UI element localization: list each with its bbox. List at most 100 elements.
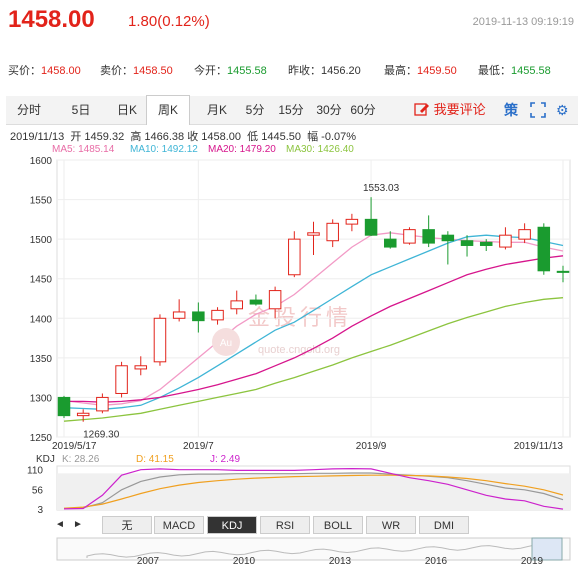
kdj-band xyxy=(57,473,570,510)
edit-icon xyxy=(414,103,429,116)
candle-body xyxy=(134,365,148,370)
tab-15min[interactable]: 15分 xyxy=(278,103,304,117)
navigator-sparkline xyxy=(86,543,561,558)
quote-prev-close: 昨收：1456.20 xyxy=(288,65,361,77)
tab-daily[interactable]: 日K xyxy=(116,103,137,117)
candle-body xyxy=(403,229,416,244)
kdj-label: KDJ xyxy=(36,454,55,465)
tab-60min[interactable]: 60分 xyxy=(350,103,376,117)
tab-5min[interactable]: 5分 xyxy=(245,103,265,117)
candle-body xyxy=(384,238,397,248)
kdj-y-tick-label: 3 xyxy=(37,505,43,516)
candle-body xyxy=(96,396,109,412)
tab-weekly[interactable]: 周K xyxy=(146,95,190,125)
kdj-k-value: K: 28.26 xyxy=(62,454,100,465)
kdj-line-j xyxy=(63,467,564,510)
candle-body xyxy=(288,238,301,276)
comment-label: 我要评论 xyxy=(433,102,486,117)
y-tick-label: 1600 xyxy=(30,156,53,167)
candle-body xyxy=(211,309,224,321)
ohlc-info: 2019/11/13 开 1459.32 高 1466.38 收 1458.00… xyxy=(10,131,357,143)
y-tick-label: 1450 xyxy=(30,275,53,286)
candle-body xyxy=(345,218,359,225)
indicator-tab-wr[interactable]: WR xyxy=(366,516,416,534)
settings-icon[interactable]: ⚙ xyxy=(556,102,569,118)
comment-button[interactable]: 我要评论 xyxy=(414,96,486,124)
kdj-line-k xyxy=(63,472,564,510)
candle-body xyxy=(479,241,493,246)
prev-arrow-button[interactable]: ◄ xyxy=(55,519,65,530)
next-arrow-button[interactable]: ► xyxy=(73,519,83,530)
y-tick-label: 1500 xyxy=(30,235,53,246)
ma10-legend: MA10: 1492.12 xyxy=(130,144,198,155)
candle-body xyxy=(556,270,570,273)
watermark-logo xyxy=(212,328,240,356)
kdj-d-value: D: 41.15 xyxy=(136,454,174,465)
navigator-year-label: 2019 xyxy=(521,556,544,567)
quote-high: 最高：1459.50 xyxy=(384,65,457,77)
tab-5day[interactable]: 5日 xyxy=(71,103,91,117)
navigator-year-label: 2016 xyxy=(425,556,448,567)
y-tick-label: 1400 xyxy=(30,314,53,325)
navigator-year-label: 2010 xyxy=(233,556,256,567)
indicator-tab-rsi[interactable]: RSI xyxy=(260,516,310,534)
indicator-tabs: 无 MACD KDJ RSI BOLL WR DMI xyxy=(52,516,472,534)
header: 1458.00 1.80(0.12%) 2019-11-13 09:19:19 xyxy=(0,0,586,44)
price-annotation: 1553.03 xyxy=(363,183,400,194)
candle-body xyxy=(537,226,551,272)
indicator-tab-kdj[interactable]: KDJ xyxy=(207,516,257,534)
indicator-tab-none[interactable]: 无 xyxy=(102,516,152,534)
plot-frame xyxy=(56,159,571,438)
candle-body xyxy=(76,412,90,417)
candle-body xyxy=(307,232,320,236)
candle-body xyxy=(518,229,531,240)
timestamp: 2019-11-13 09:19:19 xyxy=(472,16,574,28)
candle-body xyxy=(115,365,128,394)
quote-open: 今开：1455.58 xyxy=(194,65,267,77)
fullscreen-icon[interactable] xyxy=(530,96,546,124)
x-tick-label: 2019/11/13 xyxy=(514,441,564,452)
strategy-icon[interactable]: 策 xyxy=(504,102,518,118)
quote-low: 最低：1455.58 xyxy=(478,65,551,77)
indicator-tab-boll[interactable]: BOLL xyxy=(313,516,363,534)
candle-body xyxy=(153,317,167,363)
range-navigator xyxy=(56,537,571,561)
x-tick-label: 2019/7 xyxy=(183,441,214,452)
ma5-legend: MA5: 1485.14 xyxy=(52,144,115,155)
last-price: 1458.00 xyxy=(8,6,95,33)
candle-body xyxy=(422,229,435,244)
tab-30min[interactable]: 30分 xyxy=(316,103,342,117)
kdj-frame xyxy=(56,465,571,511)
quote-ask: 卖价：1458.50 xyxy=(100,65,173,77)
price-annotation: 1269.30 xyxy=(83,430,120,441)
candle-body xyxy=(364,218,378,236)
y-tick-label: 1550 xyxy=(30,196,53,207)
watermark-url: quote.cngold.org xyxy=(258,344,340,356)
kdj-y-tick-label: 110 xyxy=(27,466,43,477)
quote-bid: 买价：1458.00 xyxy=(8,65,81,77)
x-tick-label: 2019/9 xyxy=(356,441,387,452)
x-tick-label: 2019/5/17 xyxy=(52,441,97,452)
indicator-tab-dmi[interactable]: DMI xyxy=(419,516,469,534)
candle-body xyxy=(57,396,71,417)
indicator-tab-macd[interactable]: MACD xyxy=(154,516,204,534)
period-tabs: 分时 5日 日K 周K 月K 5分 15分 30分 60分 我要评论 策 ⚙ xyxy=(6,95,578,125)
candle-body xyxy=(499,234,512,248)
ma20-legend: MA20: 1479.20 xyxy=(208,144,276,155)
candle-body xyxy=(172,311,186,319)
quote-row: 买价：1458.00 卖价：1458.50 今开：1455.58 昨收：1456… xyxy=(0,56,586,80)
navigator-year-label: 2013 xyxy=(329,556,352,567)
kdj-j-value: J: 2.49 xyxy=(210,454,240,465)
kdj-y-tick-label: 56 xyxy=(32,485,44,496)
candle-body xyxy=(441,234,455,242)
watermark-badge: Au xyxy=(220,338,232,349)
watermark-text: 金投行情 xyxy=(248,305,353,330)
candle-body xyxy=(460,240,474,246)
ma30-legend: MA30: 1426.40 xyxy=(286,144,354,155)
navigator-handle xyxy=(531,537,563,561)
navigator-year-label: 2007 xyxy=(137,556,160,567)
candle-body xyxy=(326,222,339,242)
tab-intraday[interactable]: 分时 xyxy=(16,103,41,117)
tab-monthly[interactable]: 月K xyxy=(206,103,227,117)
